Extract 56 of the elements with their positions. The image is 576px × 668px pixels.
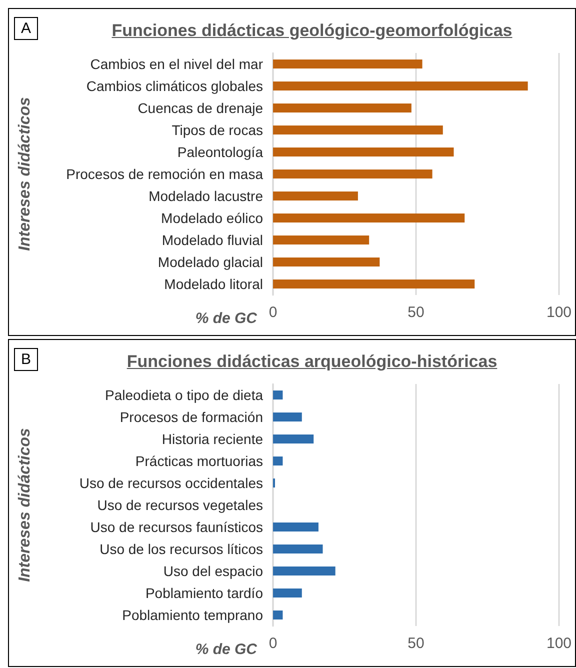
y-tick-label: Poblamiento tardío [145,585,264,601]
text: A [14,17,38,40]
y-tick-label: Cambios en el nivel del mar [90,56,264,72]
y-tick-label: Paleodieta o tipo de dieta [104,387,264,403]
bar [273,192,358,200]
y-tick-label: Uso de recursos vegetales [97,497,263,513]
y-tick-label: Modelado eólico [161,210,264,226]
x-tick-label: 100 [546,635,572,652]
bar [273,522,318,532]
y-tick-label: Uso de recursos faunísticos [90,519,263,535]
text: B [14,348,38,371]
bar [273,566,336,576]
y-tick-label: Modelado fluvial [162,232,263,248]
bar [273,170,432,178]
y-tick-label: Poblamiento temprano [122,607,264,623]
bar [273,126,443,134]
bar [273,544,323,554]
y-tick-label: Uso de recursos occidentales [79,475,263,491]
bar [273,82,528,90]
bar [273,104,412,112]
bar [273,588,302,598]
y-tick-label: Tipos de rocas [172,122,263,138]
bar [273,214,465,222]
bar [273,434,314,444]
y-tick-label: Modelado litoral [164,276,263,292]
x-tick-label: 0 [268,635,278,652]
y-axis-title: Intereses didácticos [16,428,34,582]
y-tick-label: Uso del espacio [163,563,264,579]
y-tick-label: Prácticas mortuorias [135,453,263,469]
y-tick-label: Cambios climáticos globales [86,78,263,94]
bar [273,280,475,288]
x-axis-title: % de GC [195,641,257,658]
x-tick-label: 100 [546,304,572,321]
y-axis-title: Intereses didácticos [16,96,34,251]
y-tick-label: Uso de los recursos líticos [100,541,263,557]
y-tick-label: Procesos de remoción en masa [66,166,264,182]
x-tick-label: 50 [408,635,424,652]
bar [273,456,283,466]
chart-title: Funciones didácticas arqueológico-históricas [126,352,498,372]
y-tick-label: Modelado glacial [158,254,263,270]
y-tick-label: Historia reciente [162,431,264,447]
bar [273,60,422,68]
bar [273,390,283,400]
bar [273,412,302,422]
bar [273,148,454,156]
bar [273,236,370,244]
chart-title: Funciones didácticas geológico-geomorfológicas [110,21,514,41]
y-tick-label: Cuencas de drenaje [138,100,264,116]
y-tick-label: Procesos de formación [120,409,263,425]
bar [273,610,283,620]
x-tick-label: 50 [408,304,424,321]
y-tick-label: Modelado lacustre [148,188,264,204]
x-axis-title: % de GC [195,310,257,327]
y-tick-label: Paleontología [177,144,264,160]
x-tick-label: 0 [268,304,278,321]
bar [273,258,380,266]
